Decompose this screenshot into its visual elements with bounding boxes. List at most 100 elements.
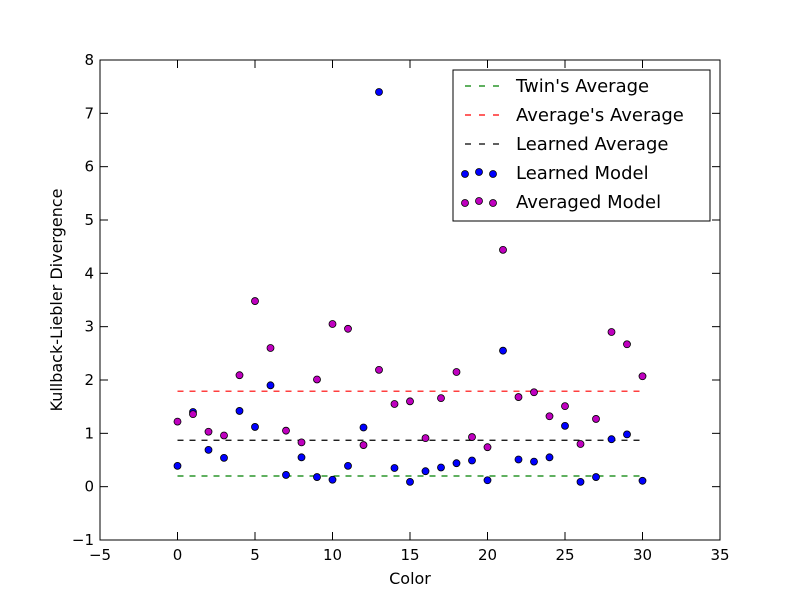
y-tick-label: 5 bbox=[84, 211, 94, 229]
x-axis-label: Color bbox=[389, 569, 431, 588]
legend: Twin's Average Average's Average Learned A… bbox=[452, 69, 711, 222]
x-axis-ticks: −5 0 5 10 15 20 25 30 35 bbox=[89, 60, 730, 564]
point-learned-model-5 bbox=[251, 423, 259, 431]
point-averaged-model-25 bbox=[561, 402, 569, 411]
point-learned-model-0 bbox=[173, 461, 182, 470]
legend-swatch-learned-model bbox=[461, 170, 469, 178]
point-learned-model-20 bbox=[483, 476, 492, 485]
point-averaged-model-21 bbox=[499, 245, 507, 254]
x-tick-label: 5 bbox=[250, 546, 260, 564]
legend-label-twin-s-average: Twin's Average bbox=[515, 76, 649, 97]
y-tick-label: 6 bbox=[84, 158, 94, 176]
point-learned-model-9 bbox=[313, 473, 321, 481]
point-averaged-model-30 bbox=[638, 372, 647, 381]
point-learned-model-29 bbox=[623, 430, 631, 439]
point-averaged-model-26 bbox=[576, 440, 585, 448]
point-averaged-model-13 bbox=[375, 365, 383, 374]
point-learned-model-24 bbox=[545, 453, 554, 462]
reference-lines bbox=[177, 390, 643, 477]
y-axis-label: Kullback-Liebler Divergence bbox=[47, 189, 66, 412]
y-axis-ticks: −1 0 1 2 3 4 5 6 7 8 bbox=[72, 51, 720, 549]
point-averaged-model-15 bbox=[406, 397, 414, 406]
x-tick-label: 25 bbox=[555, 546, 574, 564]
legend-label-learned-model: Learned Model bbox=[516, 163, 649, 184]
point-learned-model-8 bbox=[297, 453, 306, 462]
x-tick-label: 10 bbox=[323, 546, 342, 564]
point-averaged-model-11 bbox=[344, 324, 352, 333]
point-averaged-model-12 bbox=[359, 441, 368, 449]
y-tick-label: −1 bbox=[72, 531, 94, 549]
point-averaged-model-0 bbox=[173, 417, 182, 426]
point-learned-model-12 bbox=[359, 423, 368, 432]
y-tick-label: 3 bbox=[84, 318, 94, 336]
x-tick-label: −5 bbox=[89, 546, 111, 564]
point-learned-model-25 bbox=[561, 421, 569, 430]
legend-swatch-averaged-model bbox=[489, 199, 497, 207]
point-learned-model-15 bbox=[406, 477, 414, 486]
point-learned-model-30 bbox=[638, 476, 647, 485]
y-tick-label: 8 bbox=[84, 51, 94, 69]
point-averaged-model-19 bbox=[468, 433, 476, 441]
point-learned-model-13 bbox=[375, 88, 383, 96]
point-learned-model-16 bbox=[421, 467, 430, 476]
legend-swatch-averaged-model bbox=[461, 199, 469, 207]
point-learned-model-4 bbox=[235, 407, 244, 415]
point-averaged-model-29 bbox=[623, 340, 631, 349]
legend-label-averaged-model: Averaged Model bbox=[516, 192, 661, 213]
point-averaged-model-9 bbox=[313, 375, 321, 384]
point-averaged-model-22 bbox=[514, 393, 523, 401]
point-averaged-model-1 bbox=[189, 410, 197, 419]
y-tick-label: 7 bbox=[84, 104, 94, 122]
legend-swatch-averaged-model bbox=[475, 197, 483, 205]
point-averaged-model-20 bbox=[483, 443, 492, 452]
point-learned-model-19 bbox=[468, 456, 476, 465]
point-averaged-model-24 bbox=[545, 412, 554, 421]
legend-swatch-learned-model bbox=[475, 168, 483, 176]
point-learned-model-26 bbox=[576, 477, 585, 486]
point-averaged-model-7 bbox=[282, 426, 290, 435]
point-averaged-model-17 bbox=[437, 394, 445, 403]
point-averaged-model-5 bbox=[251, 297, 259, 305]
data-points bbox=[173, 88, 647, 486]
point-learned-model-7 bbox=[282, 471, 290, 479]
point-learned-model-2 bbox=[204, 445, 213, 454]
point-learned-model-10 bbox=[328, 475, 337, 484]
point-learned-model-28 bbox=[607, 435, 616, 444]
point-learned-model-11 bbox=[344, 461, 352, 470]
y-tick-label: 0 bbox=[84, 478, 94, 496]
point-learned-model-3 bbox=[220, 453, 228, 462]
point-averaged-model-10 bbox=[328, 320, 337, 328]
x-tick-label: 30 bbox=[633, 546, 652, 564]
legend-box bbox=[452, 69, 711, 222]
y-tick-label: 2 bbox=[84, 371, 94, 389]
point-averaged-model-8 bbox=[297, 438, 306, 447]
x-tick-label: 35 bbox=[710, 546, 729, 564]
point-averaged-model-2 bbox=[204, 427, 213, 436]
point-learned-model-23 bbox=[530, 457, 538, 466]
point-averaged-model-18 bbox=[452, 368, 461, 376]
point-averaged-model-16 bbox=[421, 434, 430, 443]
legend-label-learned-average: Learned Average bbox=[516, 134, 668, 155]
point-learned-model-14 bbox=[390, 464, 399, 472]
point-learned-model-27 bbox=[592, 473, 600, 481]
point-averaged-model-6 bbox=[266, 344, 275, 352]
y-tick-label: 4 bbox=[84, 264, 94, 282]
point-learned-model-17 bbox=[437, 463, 445, 472]
legend-label-average-s-average: Average's Average bbox=[516, 105, 684, 126]
point-learned-model-21 bbox=[499, 346, 507, 355]
point-averaged-model-28 bbox=[607, 328, 616, 336]
x-tick-label: 15 bbox=[400, 546, 419, 564]
x-tick-label: 20 bbox=[478, 546, 497, 564]
point-averaged-model-3 bbox=[220, 431, 228, 440]
point-averaged-model-14 bbox=[390, 400, 399, 408]
point-averaged-model-27 bbox=[592, 415, 600, 423]
x-tick-label: 0 bbox=[173, 546, 183, 564]
point-learned-model-18 bbox=[452, 459, 461, 468]
point-learned-model-6 bbox=[266, 381, 275, 390]
legend-swatch-learned-model bbox=[489, 170, 497, 178]
y-tick-label: 1 bbox=[84, 424, 94, 442]
point-learned-model-22 bbox=[514, 455, 523, 464]
point-averaged-model-23 bbox=[530, 388, 538, 397]
